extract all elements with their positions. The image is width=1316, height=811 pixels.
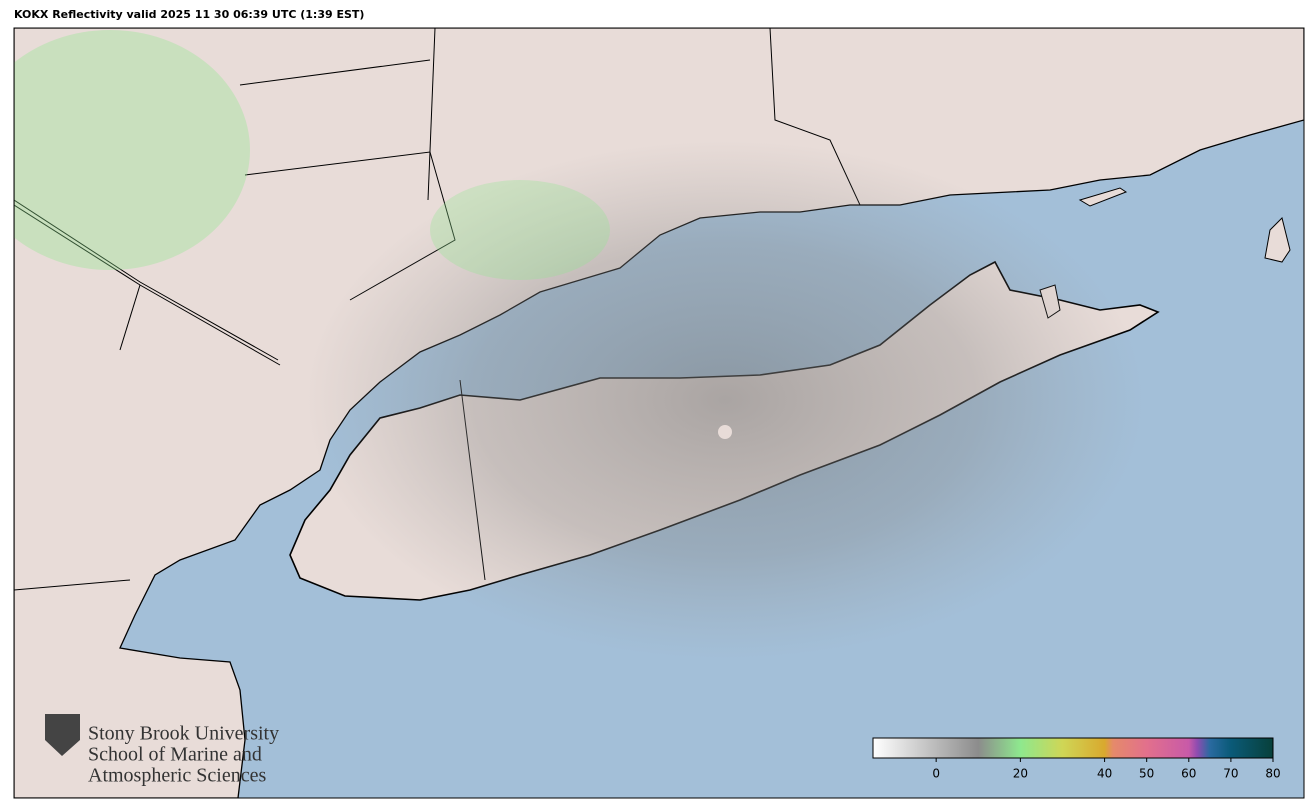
map-area bbox=[14, 28, 1304, 798]
logo-shield bbox=[45, 714, 80, 756]
colorbar-fill bbox=[872, 737, 1274, 759]
colorbar-tick-label: 40 bbox=[1097, 767, 1112, 781]
colorbar-tick-label: 20 bbox=[1013, 767, 1028, 781]
fishers-island bbox=[1078, 187, 1128, 207]
colorbar-tick-label: 70 bbox=[1223, 767, 1238, 781]
logo-line: School of Marine and bbox=[88, 744, 262, 766]
radar-echoes bbox=[14, 30, 1145, 660]
colorbar-tick-label: 50 bbox=[1139, 767, 1154, 781]
colorbar: 0 20 40 50 60 70 80 bbox=[872, 737, 1281, 781]
block-island bbox=[1264, 217, 1291, 263]
colorbar-tick-label: 60 bbox=[1181, 767, 1196, 781]
map-title: KOKX Reflectivity valid 2025 11 30 06:39… bbox=[14, 8, 364, 21]
logo-line: Stony Brook University bbox=[88, 723, 279, 745]
logo-line: Atmospheric Sciences bbox=[88, 765, 266, 787]
map-frame bbox=[13, 27, 1305, 799]
logo: Stony Brook University School of Marine … bbox=[45, 714, 279, 787]
colorbar-tick-label: 80 bbox=[1265, 767, 1280, 781]
colorbar-tick-label: 0 bbox=[932, 767, 940, 781]
